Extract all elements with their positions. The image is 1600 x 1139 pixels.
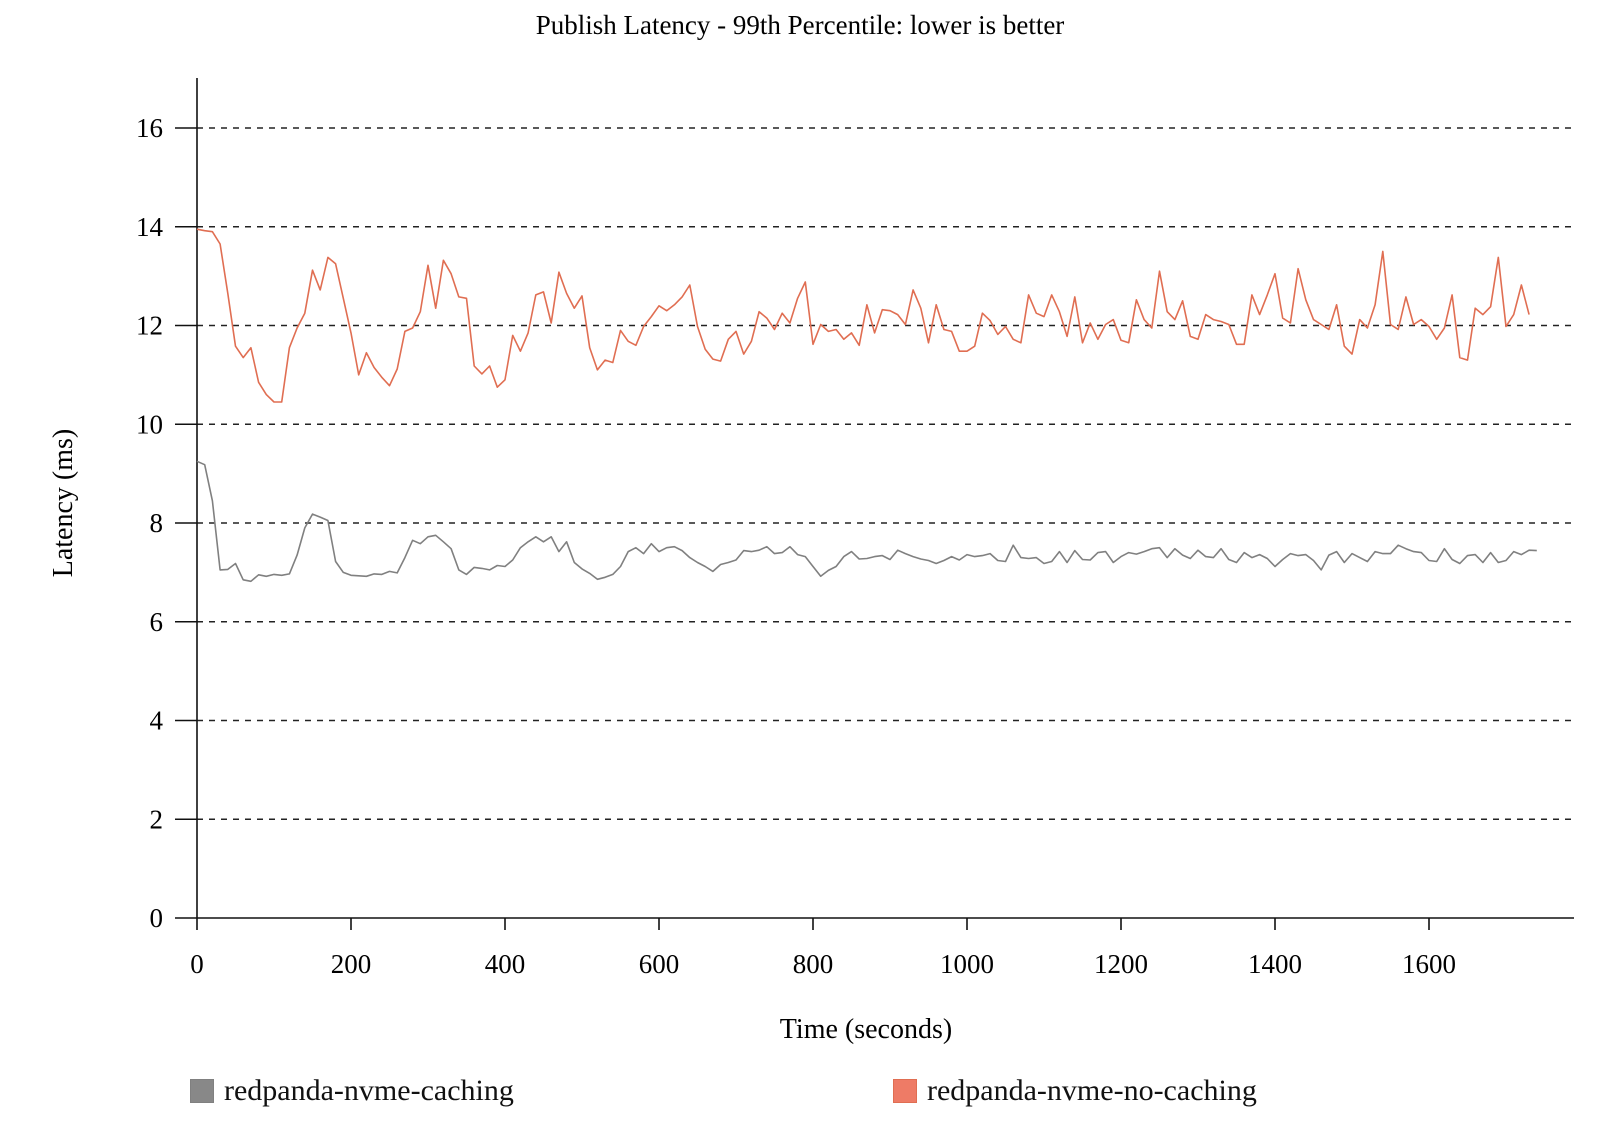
y-tick-label-8: 8 <box>150 508 164 538</box>
legend-swatch-caching <box>190 1079 214 1103</box>
x-tick-label-200: 200 <box>331 949 372 979</box>
legend-label-caching: redpanda-nvme-caching <box>224 1074 514 1107</box>
series-line-redpanda-nvme-no-caching <box>196 228 1530 403</box>
grid-lines <box>197 127 1574 821</box>
x-tick-label-1400: 1400 <box>1248 949 1302 979</box>
y-tick-label-10: 10 <box>136 409 163 439</box>
y-tick-label-12: 12 <box>136 311 163 341</box>
y-tick-label-6: 6 <box>150 607 164 637</box>
y-axis-ticks: 0 2 4 6 8 10 12 14 16 <box>136 113 197 933</box>
y-tick-label-4: 4 <box>150 706 164 736</box>
x-tick-label-800: 800 <box>793 949 834 979</box>
series-lines <box>196 228 1537 583</box>
x-axis-label: Time (seconds) <box>780 1014 952 1045</box>
y-tick-label-0: 0 <box>150 903 164 933</box>
series-line-redpanda-nvme-caching <box>196 460 1537 583</box>
y-tick-label-16: 16 <box>136 113 163 143</box>
x-tick-label-600: 600 <box>639 949 680 979</box>
x-tick-label-1600: 1600 <box>1402 949 1456 979</box>
legend-swatch-no-caching <box>893 1079 917 1103</box>
x-tick-label-1200: 1200 <box>1094 949 1148 979</box>
y-tick-label-2: 2 <box>150 804 164 834</box>
x-axis-ticks: 0 200 400 600 800 1000 1200 1400 1600 <box>190 918 1456 979</box>
x-tick-label-0: 0 <box>190 949 204 979</box>
y-axis-label: Latency (ms) <box>48 429 79 578</box>
x-tick-label-1000: 1000 <box>940 949 994 979</box>
legend-label-no-caching: redpanda-nvme-no-caching <box>927 1074 1257 1107</box>
y-tick-label-14: 14 <box>136 212 164 242</box>
x-tick-label-400: 400 <box>485 949 526 979</box>
legend-item-no-caching: redpanda-nvme-no-caching <box>893 1074 1257 1108</box>
axes <box>196 78 1574 919</box>
chart-title: Publish Latency - 99th Percentile: lower… <box>536 10 1065 40</box>
legend-item-caching: redpanda-nvme-caching <box>190 1074 514 1108</box>
